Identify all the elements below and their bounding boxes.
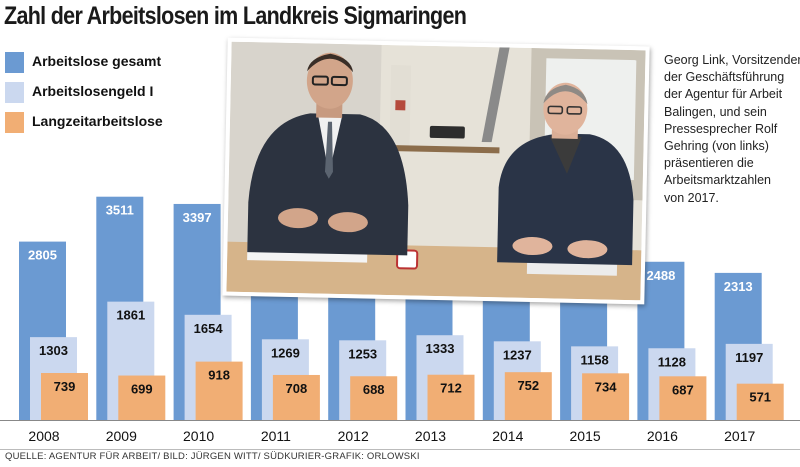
- press-photo: [222, 37, 650, 305]
- value-label-alg1: 1269: [271, 345, 300, 360]
- caption-line: präsentieren die: [664, 156, 754, 171]
- caption-line: Pressesprecher Rolf: [664, 121, 778, 136]
- press-photo-illustration: [226, 41, 646, 301]
- value-label-longterm: 687: [672, 382, 694, 397]
- value-label-total: 3511: [106, 203, 134, 218]
- x-tick-label: 2012: [338, 428, 369, 444]
- bar-longterm: [504, 372, 552, 420]
- x-tick-label: 2016: [647, 428, 678, 444]
- legend-swatch-total: [5, 52, 24, 73]
- bar-longterm: [272, 374, 320, 420]
- value-label-alg1: 1128: [658, 354, 686, 369]
- caption-line: Arbeitsmarktzahlen: [664, 173, 771, 188]
- legend-swatch-longterm: [5, 112, 24, 133]
- x-tick-label: 2009: [106, 428, 137, 444]
- value-label-longterm: 739: [54, 379, 76, 394]
- caption-line: der Agentur für Arbeit: [664, 87, 783, 102]
- legend-label-total: Arbeitslose gesamt: [32, 53, 162, 69]
- source-credit: QUELLE: AGENTUR FÜR ARBEIT/ BILD: JÜRGEN…: [5, 451, 420, 462]
- value-label-total: 2313: [724, 279, 753, 294]
- bar-longterm: [427, 374, 475, 420]
- x-tick-label: 2015: [570, 428, 601, 444]
- value-label-alg1: 1158: [580, 352, 608, 367]
- x-tick-label: 2014: [492, 428, 523, 444]
- bar-longterm: [736, 383, 784, 420]
- chart-title: Zahl der Arbeitslosen im Landkreis Sigma…: [4, 2, 467, 30]
- value-label-longterm: 688: [363, 382, 385, 397]
- legend-label-longterm: Langzeitarbeitslose: [32, 113, 163, 129]
- bar-longterm: [659, 376, 707, 420]
- value-label-alg1: 1237: [503, 347, 532, 362]
- caption-line: der Geschäftsführung: [664, 70, 785, 85]
- x-tick-label: 2008: [28, 428, 59, 444]
- bar-longterm: [118, 375, 166, 420]
- value-label-longterm: 708: [286, 381, 308, 396]
- bar-longterm: [195, 361, 243, 420]
- value-label-longterm: 734: [595, 379, 617, 394]
- value-label-longterm: 752: [517, 378, 539, 393]
- value-label-alg1: 1861: [116, 308, 145, 323]
- value-label-alg1: 1253: [348, 346, 377, 361]
- bar-longterm: [41, 372, 88, 420]
- caption-line: Balingen, und sein: [664, 104, 767, 119]
- value-label-longterm: 918: [208, 368, 230, 383]
- x-tick-label: 2011: [261, 428, 291, 444]
- photo-caption: Georg Link, Vorsitzender der Geschäftsfü…: [664, 52, 800, 207]
- value-label-alg1: 1654: [194, 321, 224, 336]
- value-label-total: 2488: [646, 268, 675, 283]
- value-label-longterm: 699: [131, 382, 153, 397]
- value-label-longterm: 712: [440, 381, 462, 396]
- value-label-alg1: 1333: [426, 341, 455, 356]
- value-label-longterm: 571: [749, 390, 771, 405]
- value-label-alg1: 1303: [39, 343, 68, 358]
- bar-longterm: [582, 373, 630, 420]
- x-tick-label: 2010: [183, 428, 214, 444]
- x-tick-label: 2013: [415, 428, 446, 444]
- value-label-alg1: 1197: [735, 350, 763, 365]
- value-label-total: 2805: [28, 248, 57, 263]
- legend-swatch-alg1: [5, 82, 24, 103]
- x-tick-label: 2017: [724, 428, 755, 444]
- caption-line: Georg Link, Vorsitzender: [664, 53, 800, 67]
- caption-line: Gehring (von links): [664, 139, 769, 154]
- caption-line: von 2017.: [664, 190, 719, 205]
- bar-longterm: [350, 376, 398, 420]
- value-label-total: 3397: [183, 210, 212, 225]
- legend-label-alg1: Arbeitslosengeld I: [32, 83, 154, 99]
